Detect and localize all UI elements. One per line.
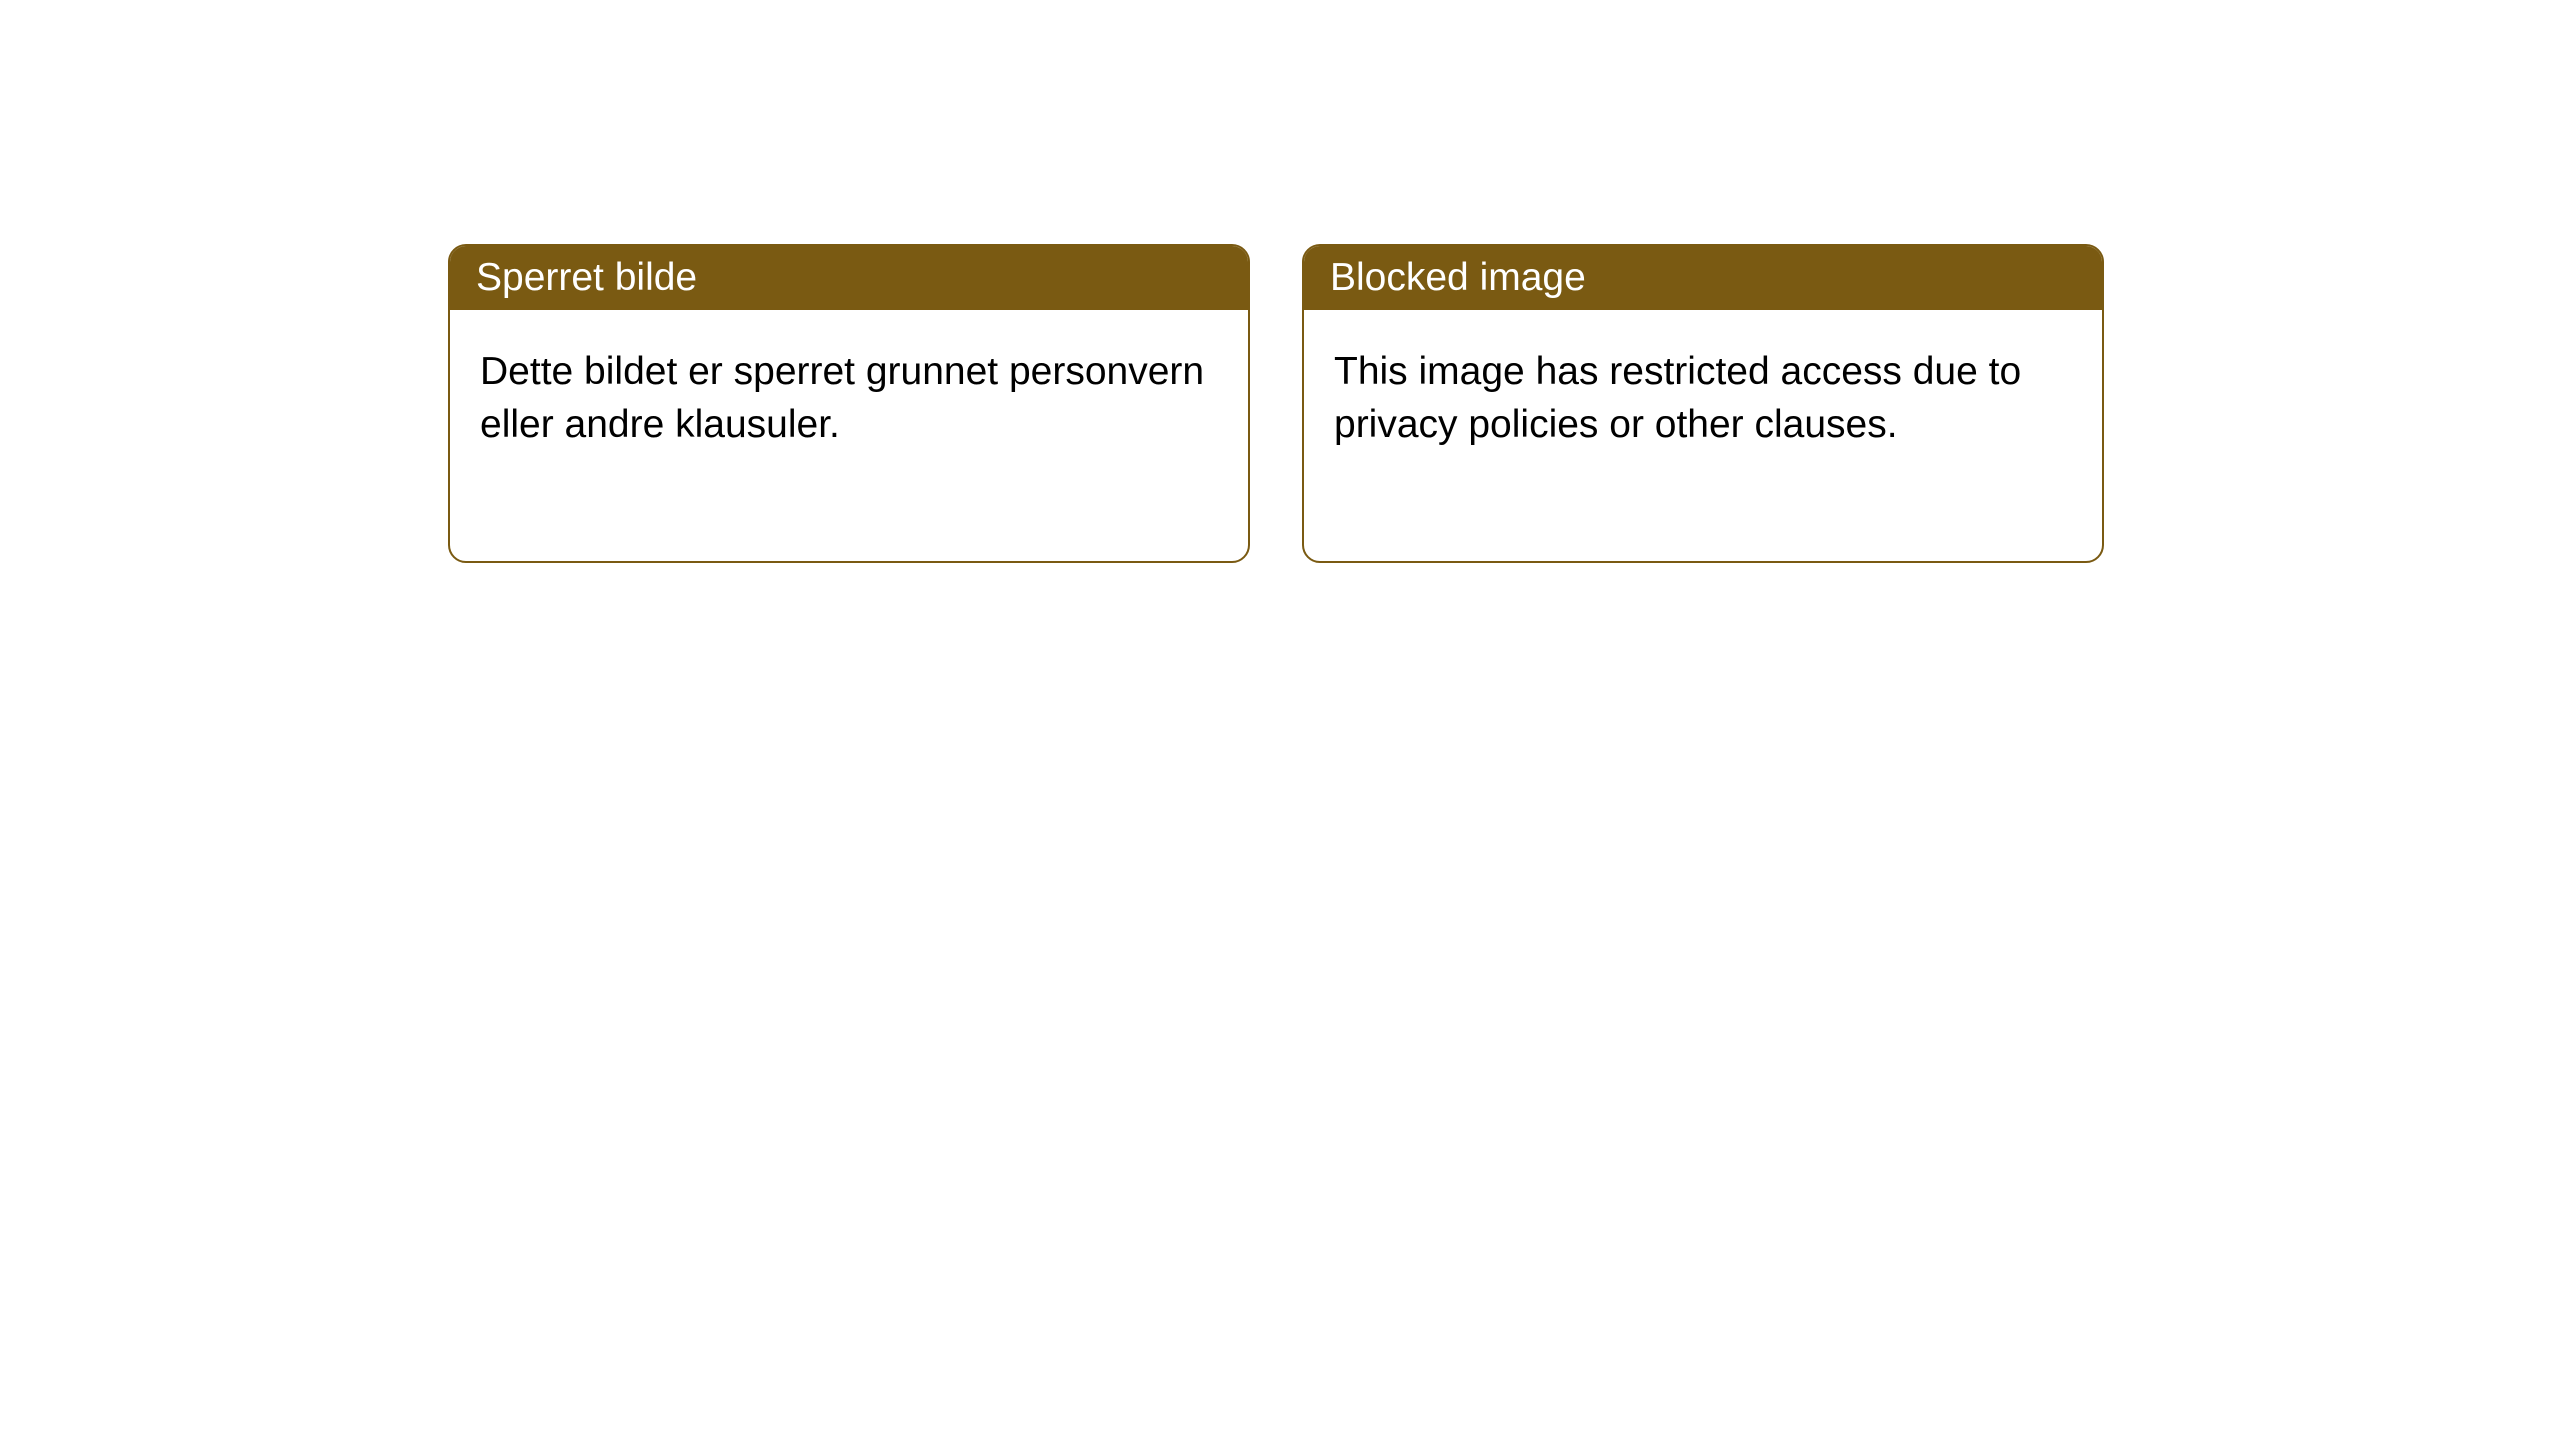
card-body: This image has restricted access due to …	[1304, 310, 2102, 561]
card-title: Sperret bilde	[476, 256, 697, 299]
card-header: Sperret bilde	[450, 246, 1248, 310]
card-title: Blocked image	[1330, 256, 1586, 299]
notice-container: Sperret bilde Dette bildet er sperret gr…	[448, 244, 2104, 563]
card-body-text: Dette bildet er sperret grunnet personve…	[480, 350, 1204, 446]
card-body: Dette bildet er sperret grunnet personve…	[450, 310, 1248, 561]
card-header: Blocked image	[1304, 246, 2102, 310]
notice-card-english: Blocked image This image has restricted …	[1302, 244, 2104, 563]
card-body-text: This image has restricted access due to …	[1334, 350, 2021, 446]
notice-card-norwegian: Sperret bilde Dette bildet er sperret gr…	[448, 244, 1250, 563]
